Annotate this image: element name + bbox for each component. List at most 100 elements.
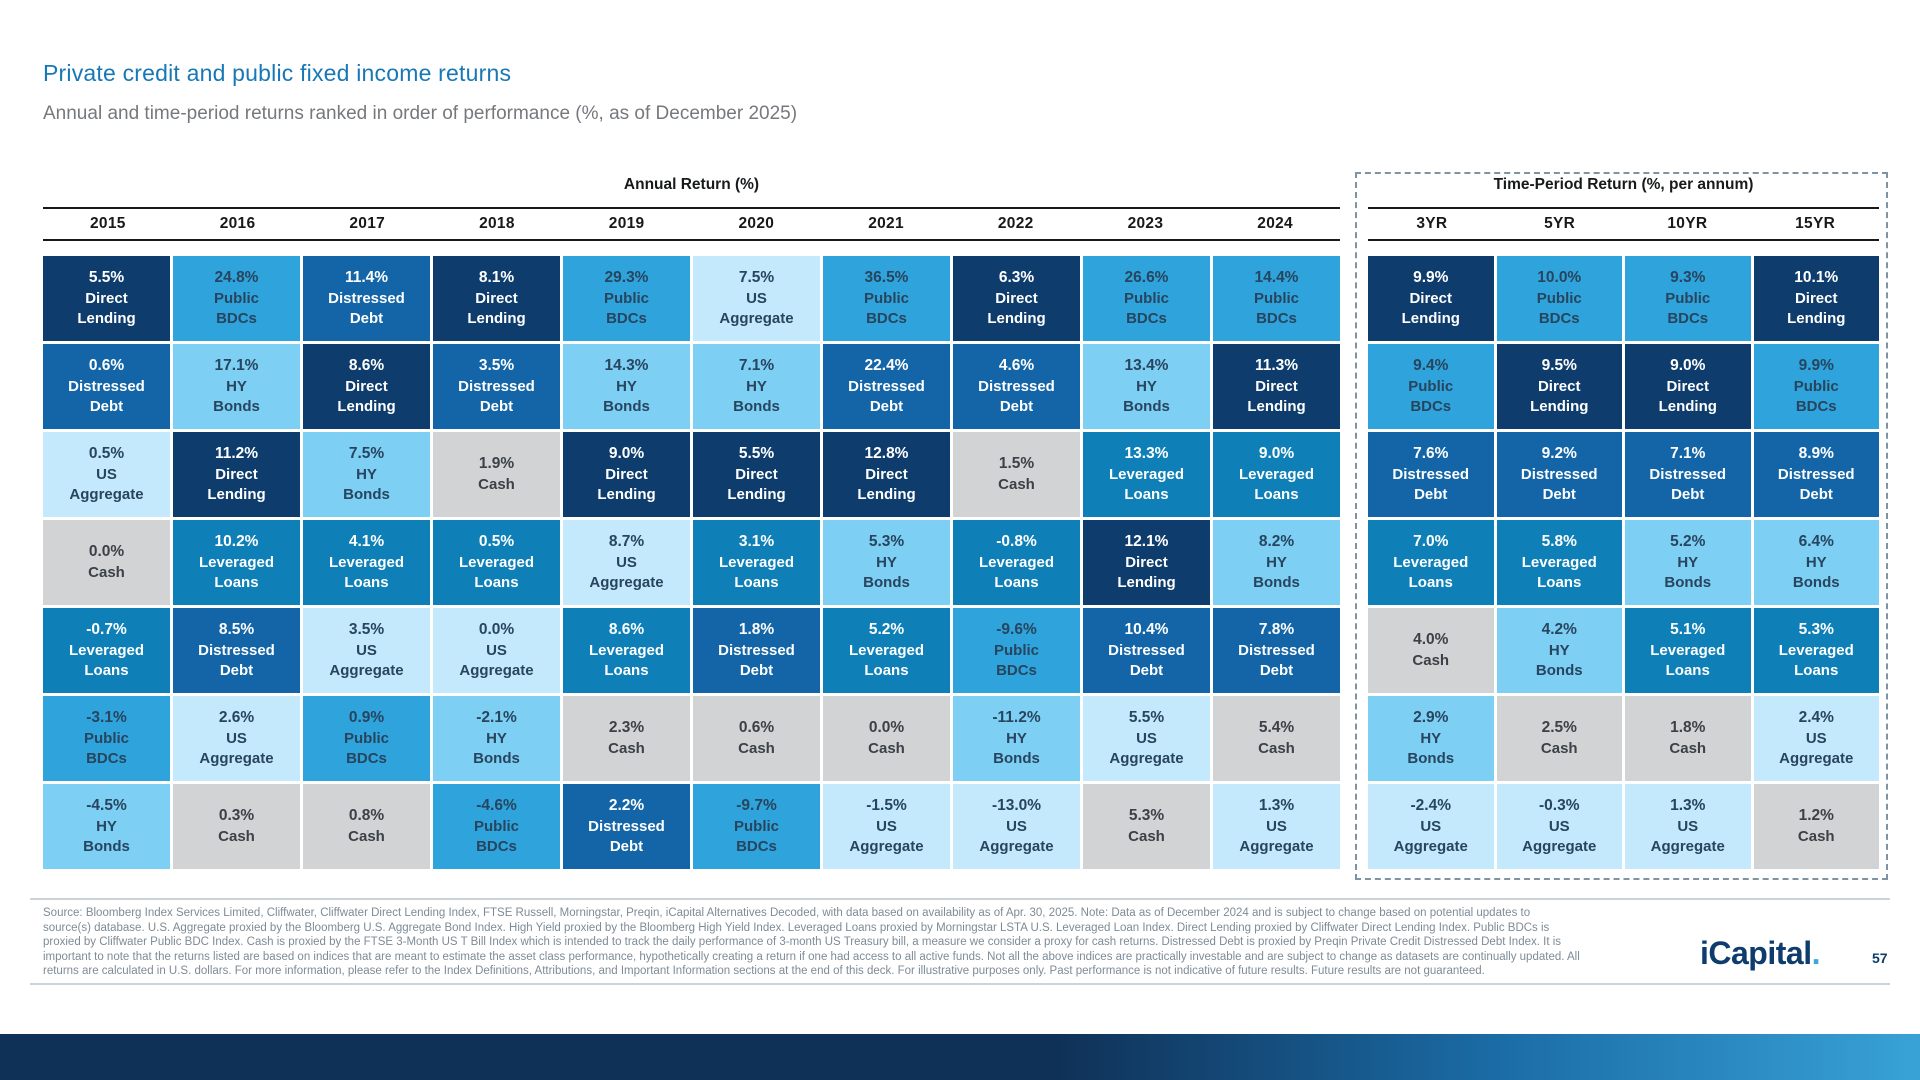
asset-class-label: Cash [1669, 739, 1707, 757]
period-header-15YR: 15YR [1795, 215, 1836, 232]
return-value: 4.6% [998, 357, 1035, 374]
asset-class-label: US Aggregate [199, 730, 274, 767]
asset-class-label: Cash [1258, 739, 1295, 757]
annual-cell-2019-rank-1: 29.3% Public BDCs [563, 256, 690, 341]
return-value: 0.5% [478, 533, 515, 550]
asset-class-label: Cash [478, 475, 515, 493]
annual-cell-2018-rank-5: 0.0% US Aggregate [433, 608, 560, 693]
return-value: -0.7% [86, 621, 127, 638]
period-cell-5YR-rank-7: -0.3% US Aggregate [1496, 784, 1622, 869]
asset-class-label: Leveraged Loans [1393, 554, 1469, 591]
return-value: 5.5% [88, 269, 125, 286]
annual-cell-2015-rank-7: -4.5% HY Bonds [43, 784, 170, 869]
period-cell-5YR-rank-4: 5.8% Leveraged Loans [1496, 520, 1622, 605]
asset-class-label: HY Bonds [343, 466, 390, 503]
asset-class-label: US Aggregate [329, 642, 404, 679]
annual-cell-2015-rank-3: 0.5% US Aggregate [43, 432, 170, 517]
return-value: 7.5% [348, 445, 385, 462]
return-value: 0.5% [88, 445, 125, 462]
annual-cell-2016-rank-6: 2.6% US Aggregate [173, 696, 300, 781]
annual-cell-2020-rank-6: 0.6% Cash [693, 696, 820, 781]
return-value: 9.9% [1413, 269, 1449, 286]
return-value: 13.3% [1124, 445, 1169, 462]
period-cell-3YR-rank-4: 7.0% Leveraged Loans [1368, 520, 1494, 605]
asset-class-label: Direct Lending [987, 290, 1046, 327]
return-value: 8.5% [218, 621, 255, 638]
annual-cell-2019-rank-3: 9.0% Direct Lending [563, 432, 690, 517]
return-value: 8.7% [608, 533, 645, 550]
asset-class-label: Distressed Debt [458, 378, 535, 415]
annual-cell-2017-rank-4: 4.1% Leveraged Loans [303, 520, 430, 605]
footer-divider-top [30, 898, 1890, 900]
return-value: 0.0% [478, 621, 515, 638]
return-value: 9.9% [1798, 357, 1834, 374]
annual-cell-2019-rank-4: 8.7% US Aggregate [563, 520, 690, 605]
annual-cell-2023-rank-6: 5.5% US Aggregate [1083, 696, 1210, 781]
return-value: 8.9% [1798, 445, 1834, 462]
asset-class-label: US Aggregate [459, 642, 534, 679]
source-disclosure-text: Source: Bloomberg Index Services Limited… [43, 906, 1703, 979]
asset-class-label: HY Bonds [1792, 554, 1840, 591]
annual-cell-2019-rank-6: 2.3% Cash [563, 696, 690, 781]
annual-cell-2024-rank-4: 8.2% HY Bonds [1213, 520, 1340, 605]
asset-class-label: Cash [218, 827, 255, 845]
period-cell-10YR-rank-2: 9.0% Direct Lending [1625, 344, 1751, 429]
return-value: 1.3% [1258, 797, 1295, 814]
return-value: 8.6% [608, 621, 645, 638]
annual-cell-2021-rank-6: 0.0% Cash [823, 696, 950, 781]
return-value: 5.1% [1670, 621, 1706, 638]
annual-cell-2023-rank-7: 5.3% Cash [1083, 784, 1210, 869]
annual-cell-2016-rank-2: 17.1% HY Bonds [173, 344, 300, 429]
return-value: 8.1% [478, 269, 515, 286]
return-value: 11.3% [1254, 357, 1299, 374]
return-value: 2.2% [608, 797, 645, 814]
return-value: -9.6% [996, 621, 1037, 638]
return-value: 36.5% [864, 269, 909, 286]
annual-cell-2017-rank-7: 0.8% Cash [303, 784, 430, 869]
annual-cell-2019-rank-5: 8.6% Leveraged Loans [563, 608, 690, 693]
asset-class-label: HY Bonds [1535, 642, 1583, 679]
asset-class-label: Cash [1540, 739, 1578, 757]
asset-class-label: US Aggregate [1650, 818, 1725, 855]
annual-returns-grid: 5.5% Direct Lending 0.6% Distressed Debt 0.5… [43, 256, 1340, 869]
period-header-3YR: 3YR [1416, 215, 1448, 232]
return-value: 7.1% [738, 357, 775, 374]
footer-divider-bottom [30, 983, 1890, 985]
return-value: 0.0% [868, 718, 905, 736]
asset-class-label: Public BDCs [1793, 378, 1839, 415]
return-value: 7.5% [738, 269, 775, 286]
asset-class-label: Distressed Debt [1777, 466, 1855, 503]
period-header-row: 3YR 5YR 10YR 15YR [1368, 207, 1879, 241]
annual-cell-2023-rank-2: 13.4% HY Bonds [1083, 344, 1210, 429]
annual-year-header-row: 2015 2016 2017 2018 2019 2020 2021 2022 2023 2024 [43, 207, 1340, 241]
asset-class-label: Leveraged Loans [588, 642, 665, 679]
asset-class-label: HY Bonds [473, 730, 520, 767]
annual-cell-2016-rank-5: 8.5% Distressed Debt [173, 608, 300, 693]
return-value: 1.5% [998, 454, 1035, 472]
bottom-brand-bar [0, 1034, 1920, 1080]
annual-cell-2024-rank-2: 11.3% Direct Lending [1213, 344, 1340, 429]
return-value: 5.5% [738, 445, 775, 462]
return-value: 6.3% [998, 269, 1035, 286]
return-value: 17.1% [214, 357, 259, 374]
source-disclosure-line-5: returns are calculated in U.S. dollars. … [43, 965, 1485, 977]
period-cell-15YR-rank-1: 10.1% Direct Lending [1753, 256, 1879, 341]
return-value: 4.2% [1541, 621, 1577, 638]
annual-cell-2017-rank-3: 7.5% HY Bonds [303, 432, 430, 517]
asset-class-label: HY Bonds [993, 730, 1040, 767]
return-value: 7.0% [1413, 533, 1449, 550]
asset-class-label: Cash [608, 739, 645, 757]
return-value: 5.3% [1128, 806, 1165, 824]
return-value: 9.2% [1541, 445, 1577, 462]
asset-class-label: US Aggregate [849, 818, 924, 855]
return-value: -1.5% [866, 797, 907, 814]
period-cell-10YR-rank-5: 5.1% Leveraged Loans [1625, 608, 1751, 693]
asset-class-label: Cash [348, 827, 385, 845]
return-value: 8.6% [348, 357, 385, 374]
asset-class-label: Public BDCs [213, 290, 259, 327]
return-value: 5.3% [1798, 621, 1834, 638]
annual-header-2021: 2021 [868, 215, 904, 232]
asset-class-label: Distressed Debt [718, 642, 795, 679]
annual-cell-2017-rank-5: 3.5% US Aggregate [303, 608, 430, 693]
return-value: 9.0% [608, 445, 645, 462]
